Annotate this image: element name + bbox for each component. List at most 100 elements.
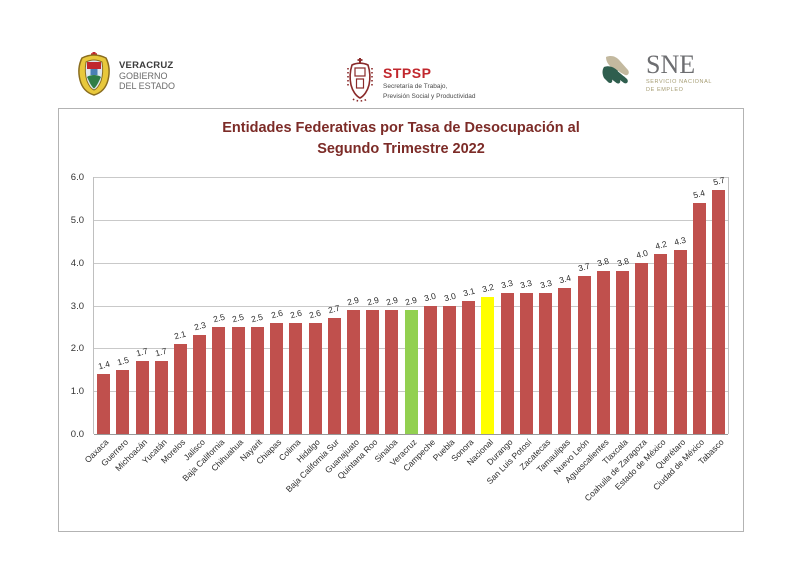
y-axis-tick-label: 5.0 (70, 214, 84, 226)
bar-value-label: 3.3 (538, 277, 553, 291)
bar-group: 1.7 Yucatán (140, 177, 171, 466)
stpsp-logo-line2: Previsión Social y Productividad (383, 92, 476, 100)
gridline (94, 305, 728, 307)
chart-frame: Entidades Federativas por Tasa de Desocu… (58, 108, 744, 532)
bar-group: 2.6 Hidalgo (295, 177, 324, 464)
bar-group: 1.7 Michoacán (113, 177, 151, 473)
bar-Jalisco (193, 335, 207, 434)
bar-Tlaxcala (616, 271, 630, 434)
bar-Querétaro (673, 249, 687, 434)
bar-value-label: 2.6 (308, 307, 323, 321)
bar-value-label: 1.5 (115, 354, 130, 368)
chart-title-line1: Entidades Federativas por Tasa de Desocu… (222, 120, 580, 136)
stpsp-logo-abbr: STPSP (383, 64, 432, 81)
y-axis-tick-label: 2.0 (70, 343, 84, 355)
bar-group: 3.7 Nuevo León (552, 177, 593, 476)
stpsp-logo-line1: Secretaría de Trabajo, (383, 82, 448, 90)
bar-group: 2.6 Chiapas (255, 177, 286, 466)
sne-logo-abbr: SNE (646, 50, 696, 79)
bar-Veracruz (404, 309, 418, 434)
veracruz-crest-icon (76, 50, 112, 101)
bar-Guanajuato (346, 309, 360, 434)
bar-group: 3.1 Sonora (449, 177, 478, 464)
bar-value-label: 3.0 (423, 290, 438, 303)
bar-value-label: 3.0 (442, 290, 457, 303)
veracruz-logo-title: VERACRUZ (119, 59, 174, 71)
bar-value-label: 5.7 (711, 174, 726, 188)
bar-Guerrero (116, 369, 130, 434)
bar-value-label: 3.4 (557, 273, 572, 286)
bar-Nayarit (250, 326, 264, 434)
veracruz-logo: VERACRUZ GOBIERNO DEL ESTADO (76, 50, 175, 101)
gridline (94, 262, 728, 264)
bar-value-label: 2.5 (250, 311, 265, 325)
bar-group: 3.3 San Luis Potosí (484, 177, 536, 486)
bar-value-label: 3.3 (519, 277, 534, 291)
sne-logo-line2: DE EMPLEO (646, 87, 684, 93)
y-axis-tick-label: 4.0 (70, 257, 84, 269)
y-axis-tick-label: 1.0 (70, 386, 84, 398)
bar-value-label: 1.7 (135, 345, 150, 359)
bar-group: 2.6 Colima (277, 177, 305, 462)
stpsp-logo: STPSP Secretaría de Trabajo, Previsión S… (344, 56, 476, 109)
bar-value-label: 1.7 (154, 345, 169, 359)
bar-group: 2.3 Jalisco (181, 177, 209, 462)
bar-Baja California (212, 326, 226, 434)
bar-Chihuahua (231, 326, 245, 434)
bar-value-label: 3.7 (577, 260, 592, 273)
bar-series: 1.4 Oaxaca 1.5 Guerrero 1.7 Michoacán 1.7 Yucat… (83, 174, 728, 503)
bar-value-label: 4.0 (634, 247, 649, 261)
bar-Puebla (443, 305, 457, 434)
plot-area: 1.4 Oaxaca 1.5 Guerrero 1.7 Michoacán 1.7 Yucat… (83, 174, 729, 503)
bar-Ciudad de México (692, 202, 706, 434)
bar-Baja California Sur (327, 318, 341, 434)
bar-value-label: 3.3 (500, 277, 515, 291)
bar-value-label: 3.1 (461, 285, 476, 299)
bar-group: 3.3 Zacatecas (518, 177, 555, 472)
bar-group: 2.9 Guanajuato (322, 177, 363, 475)
bar-Chiapas (270, 322, 284, 434)
bar-group: 2.9 Veracruz (387, 177, 421, 467)
bar-San Luis Potosí (519, 292, 533, 434)
gridline (94, 219, 728, 221)
bar-value-label: 2.6 (288, 307, 303, 321)
bar-Yucatán (154, 361, 168, 434)
bar-value-label: 1.4 (96, 358, 111, 372)
veracruz-logo-line2: GOBIERNO (119, 70, 168, 81)
bar-group: 3.2 Nacional (465, 177, 497, 468)
bar-group: 5.4 Ciudad de México (651, 177, 709, 492)
sne-handshake-icon (600, 53, 640, 94)
y-axis: 6.0 5.0 4.0 3.0 2.0 1.0 0.0 (59, 172, 89, 440)
veracruz-logo-line3: DEL ESTADO (119, 80, 176, 91)
bar-value-label: 3.2 (480, 281, 495, 295)
bar-value-label: 4.2 (653, 238, 668, 252)
bar-group: 3.0 Campeche (401, 177, 440, 473)
bar-group: 4.0 Coahuila de Zaragoza (583, 177, 651, 503)
sne-logo: SNE SERVICIO NACIONAL DE EMPLEO (600, 52, 712, 94)
bar-group: 5.7 Tabasco (696, 174, 728, 466)
bar-Campeche (423, 305, 437, 434)
bar-group: 4.2 Estado de México (613, 177, 670, 492)
bar-value-label: 2.6 (269, 307, 284, 321)
bar-value-label: 3.8 (596, 255, 611, 269)
bar-Sonora (462, 301, 476, 434)
chart-title-line2: Segundo Trimestre 2022 (317, 141, 485, 157)
y-axis-tick-label: 3.0 (70, 300, 84, 312)
bar-group: 3.0 Puebla (431, 177, 459, 463)
bar-group: 1.5 Guerrero (99, 177, 132, 468)
bar-value-label: 2.3 (192, 320, 207, 333)
sne-logo-line1: SERVICIO NACIONAL (646, 79, 713, 85)
chart-title: Entidades Federativas por Tasa de Desocu… (59, 118, 743, 160)
bar-value-label: 2.9 (365, 294, 380, 308)
bar-group: 2.9 Sinaloa (372, 177, 401, 464)
bar-value-label: 5.4 (692, 187, 707, 201)
bar-value-label: 2.9 (384, 294, 399, 308)
bar-group: 3.8 Aguascalientes (563, 177, 613, 485)
bar-Hidalgo (308, 322, 322, 434)
bar-value-label: 2.5 (211, 311, 226, 325)
stpsp-crest-icon (344, 56, 376, 109)
bar-Morelos (173, 344, 187, 434)
bar-group: 3.3 Durango (484, 177, 517, 467)
bar-value-label: 3.8 (615, 255, 630, 269)
bar-value-label: 2.1 (173, 328, 188, 342)
